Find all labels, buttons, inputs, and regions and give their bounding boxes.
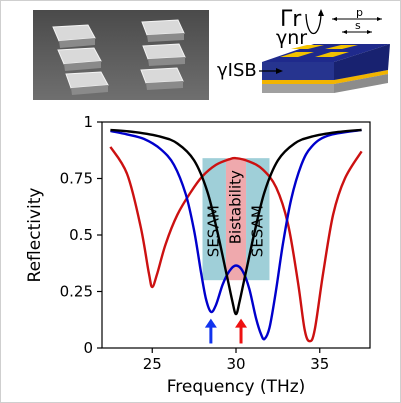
substrate-side [262, 84, 334, 93]
x-ticks: 25 30 35 [143, 348, 329, 373]
device-schematic: Γr p s γnr γISB [217, 6, 390, 93]
series-line-1 [110, 128, 362, 341]
sem-pad [141, 19, 185, 42]
y-axis-label: Reflectivity [25, 188, 45, 283]
series-lines [109, 128, 363, 343]
sem-pad [142, 43, 186, 66]
dielectric-side [334, 44, 390, 80]
gold-patch [315, 52, 349, 57]
band-labels: SESAM Bistability SESAM [205, 170, 267, 257]
gamma-r-arrowhead [318, 9, 324, 16]
band-label-2: SESAM [248, 205, 266, 257]
series-line-0 [109, 146, 363, 343]
y-tick-label-2: 0.5 [69, 226, 93, 244]
x-tick-label-2: 35 [310, 355, 329, 373]
regime-bands [202, 158, 270, 281]
sem-pad [57, 47, 102, 71]
bottom-gold-layer [262, 70, 388, 84]
y-tick-label-3: 0.75 [60, 170, 93, 188]
series-line-2 [110, 128, 362, 316]
y-tick-label-0: 0 [83, 339, 93, 357]
p-label: p [356, 6, 363, 19]
sem-pad [140, 67, 184, 90]
dielectric-front [262, 62, 334, 80]
band-label-0: SESAM [205, 205, 223, 257]
arrow-head-1 [235, 318, 248, 328]
x-tick-label-1: 30 [226, 355, 245, 373]
sem-pad [65, 71, 109, 95]
marker-arrows [204, 318, 248, 344]
gamma-r-label: Γr [280, 7, 302, 32]
sem-micrograph [33, 10, 209, 100]
gold-patch [325, 45, 358, 49]
gamma-r-arrow [305, 13, 322, 34]
gold-patch [291, 45, 324, 49]
reflectivity-chart: SESAM Bistability SESAM 25 30 35 0 0.25 0.5 0.7… [25, 113, 371, 397]
x-axis-label: Frequency (THz) [167, 377, 306, 397]
y-tick-label-1: 0.25 [60, 283, 93, 301]
arrow-head-0 [204, 318, 217, 328]
gamma-nr-label: γnr [276, 27, 307, 49]
band-1 [225, 158, 247, 281]
dielectric-top [262, 44, 390, 62]
gamma-isb-label: γISB [217, 60, 257, 81]
gold-patch [280, 52, 314, 57]
y-tick-label-4: 1 [83, 113, 93, 131]
x-tick-label-0: 25 [143, 355, 162, 373]
y-ticks: 0 0.25 0.5 0.75 1 [60, 113, 102, 357]
band-label-1: Bistability [227, 170, 245, 244]
s-label: s [355, 19, 361, 32]
substrate-side-right [334, 74, 388, 93]
sem-pad [52, 24, 96, 48]
